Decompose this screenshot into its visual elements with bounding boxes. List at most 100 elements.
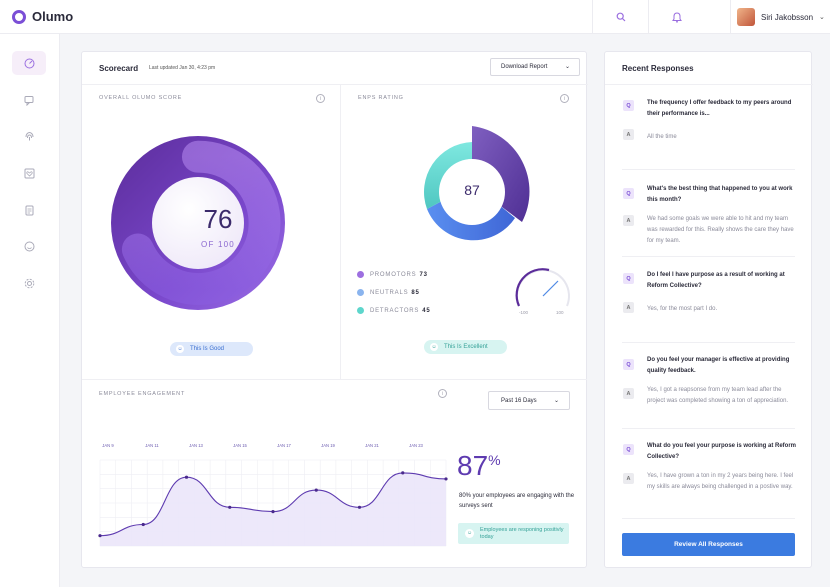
sidebar-item-mood[interactable] [12, 234, 46, 258]
info-icon[interactable]: i [316, 94, 325, 103]
response-answer: We had some goals we were able to hit an… [647, 216, 794, 244]
recent-responses-title: Recent Responses [622, 64, 694, 73]
data-point [401, 471, 405, 475]
sidebar-item-messages[interactable] [12, 88, 46, 112]
x-tick-label: JAN 21 [365, 443, 379, 448]
overall-score-label: Overall Olumo Score [99, 95, 183, 101]
sidebar-item-dashboard[interactable] [12, 51, 46, 75]
top-bar: Olumo Siri Jakobsson ⌄ [0, 0, 830, 34]
response-question[interactable]: What do you feel your purpose is working… [647, 443, 797, 460]
question-badge: Q [623, 273, 634, 284]
user-name: Siri Jakobsson [761, 12, 814, 22]
info-icon[interactable]: i [560, 94, 569, 103]
response-answer: Yes, I have grown a ton in my 2 years be… [647, 473, 794, 490]
promotors-value: 73 [419, 271, 428, 278]
heart-icon [24, 168, 34, 178]
x-tick-label: JAN 23 [409, 443, 423, 448]
smile-icon: ☺ [176, 345, 184, 353]
overall-score-of: OF 100 [201, 240, 235, 249]
x-tick-label: JAN 19 [321, 443, 335, 448]
response-question[interactable]: Do you feel your manager is effective at… [647, 357, 790, 374]
promotors-dot [357, 271, 364, 278]
recent-responses-card: Recent Responses Q The frequency I offer… [604, 51, 813, 568]
smile-icon: ☺ [465, 529, 474, 538]
engagement-label: Employee Engagement [99, 391, 186, 397]
engagement-chart: JAN 9 JAN 11 JAN 13 JAN 15 JAN 17 JAN 19 JAN 2… [98, 443, 448, 547]
data-point [141, 522, 145, 527]
logo-icon [12, 9, 26, 24]
overall-score-status-text: This Is Good [190, 346, 225, 352]
engagement-status-text: Employees are responing positivly today [480, 527, 564, 540]
legend-detractors: DETRACTORS 45 [357, 307, 431, 314]
response-answer: Yes, for the most part I do. [647, 306, 718, 312]
enps-label: eNPS Rating [358, 95, 404, 101]
response-question[interactable]: What's the best thing that happened to y… [647, 186, 793, 203]
gauge-min-label: -100 [519, 310, 529, 315]
review-all-responses-button[interactable]: Review All Responses [622, 533, 795, 556]
user-menu[interactable]: Siri Jakobsson ⌄ [730, 0, 830, 34]
question-badge: Q [623, 100, 634, 111]
answer-badge: A [623, 302, 634, 313]
bell-icon [671, 11, 682, 23]
chevron-down-icon: ⌄ [819, 14, 825, 21]
neutrals-dot [357, 289, 364, 296]
detractors-dot [357, 307, 364, 314]
download-report-label: Download Report [501, 64, 548, 70]
x-tick-label: JAN 15 [233, 443, 247, 448]
engagement-percent-sign: % [488, 452, 501, 468]
sidebar-item-settings[interactable] [12, 271, 46, 295]
engagement-percent-value: 87 [457, 450, 489, 481]
data-point [228, 505, 232, 509]
response-answer: Yes, I got a reapsonse from my team lead… [647, 387, 789, 404]
question-badge: Q [623, 359, 634, 370]
detractors-value: 45 [422, 307, 431, 314]
data-point [357, 505, 362, 509]
engagement-area [100, 472, 446, 546]
legend-neutrals: NEUTRALS 85 [357, 289, 420, 296]
logo[interactable]: Olumo [12, 9, 73, 24]
x-tick-label: JAN 17 [277, 443, 291, 448]
avatar [737, 8, 755, 26]
engagement-percent: 87% [457, 450, 501, 482]
engagement-status-badge: ☺ Employees are responing positivly toda… [458, 523, 569, 544]
data-point [444, 477, 448, 481]
data-point [271, 510, 275, 514]
sidebar-item-identity[interactable] [12, 124, 46, 148]
data-point [314, 488, 318, 492]
response-question[interactable]: Do I feel I have purpose as a result of … [647, 272, 785, 289]
question-badge: Q [623, 188, 634, 199]
gauge-max-label: 100 [556, 310, 564, 315]
x-tick-label: JAN 13 [189, 443, 203, 448]
response-answer: All the time [647, 134, 677, 140]
last-updated: Last updated Jan 30, 4:23 pm [149, 65, 216, 71]
enps-gauge [515, 268, 570, 307]
neutrals-value: 85 [411, 289, 420, 296]
fingerprint-icon [25, 131, 33, 140]
sidebar [0, 34, 60, 587]
enps-value: 87 [464, 182, 480, 198]
enps-status-text: This Is Excellent [444, 344, 488, 350]
sidebar-item-wellbeing[interactable] [12, 161, 46, 185]
response-question[interactable]: The frequency I offer feedback to my pee… [647, 100, 792, 117]
smile-icon [24, 241, 34, 251]
gauge-needle [542, 280, 559, 297]
info-icon[interactable]: i [438, 389, 447, 398]
search-icon [616, 12, 625, 22]
date-range-dropdown[interactable]: Past 16 Days ⌄ [488, 391, 570, 410]
question-badge: Q [623, 444, 634, 455]
document-icon [25, 205, 33, 215]
date-range-label: Past 16 Days [501, 397, 537, 404]
engagement-description: 80% your employees are engaging with the… [459, 493, 575, 509]
download-report-button[interactable]: Download Report ⌄ [490, 58, 580, 76]
notifications-button[interactable] [648, 0, 704, 34]
legend-promotors: PROMOTORS 73 [357, 271, 428, 278]
enps-donut [424, 126, 530, 241]
detractors-label: DETRACTORS [370, 307, 420, 314]
answer-badge: A [623, 473, 634, 484]
chevron-down-icon: ⌄ [564, 64, 570, 70]
x-tick-label: JAN 11 [145, 443, 159, 448]
search-button[interactable] [592, 0, 648, 34]
sidebar-item-reports[interactable] [12, 198, 46, 222]
x-tick-label: JAN 9 [102, 443, 114, 448]
answer-badge: A [623, 215, 634, 226]
